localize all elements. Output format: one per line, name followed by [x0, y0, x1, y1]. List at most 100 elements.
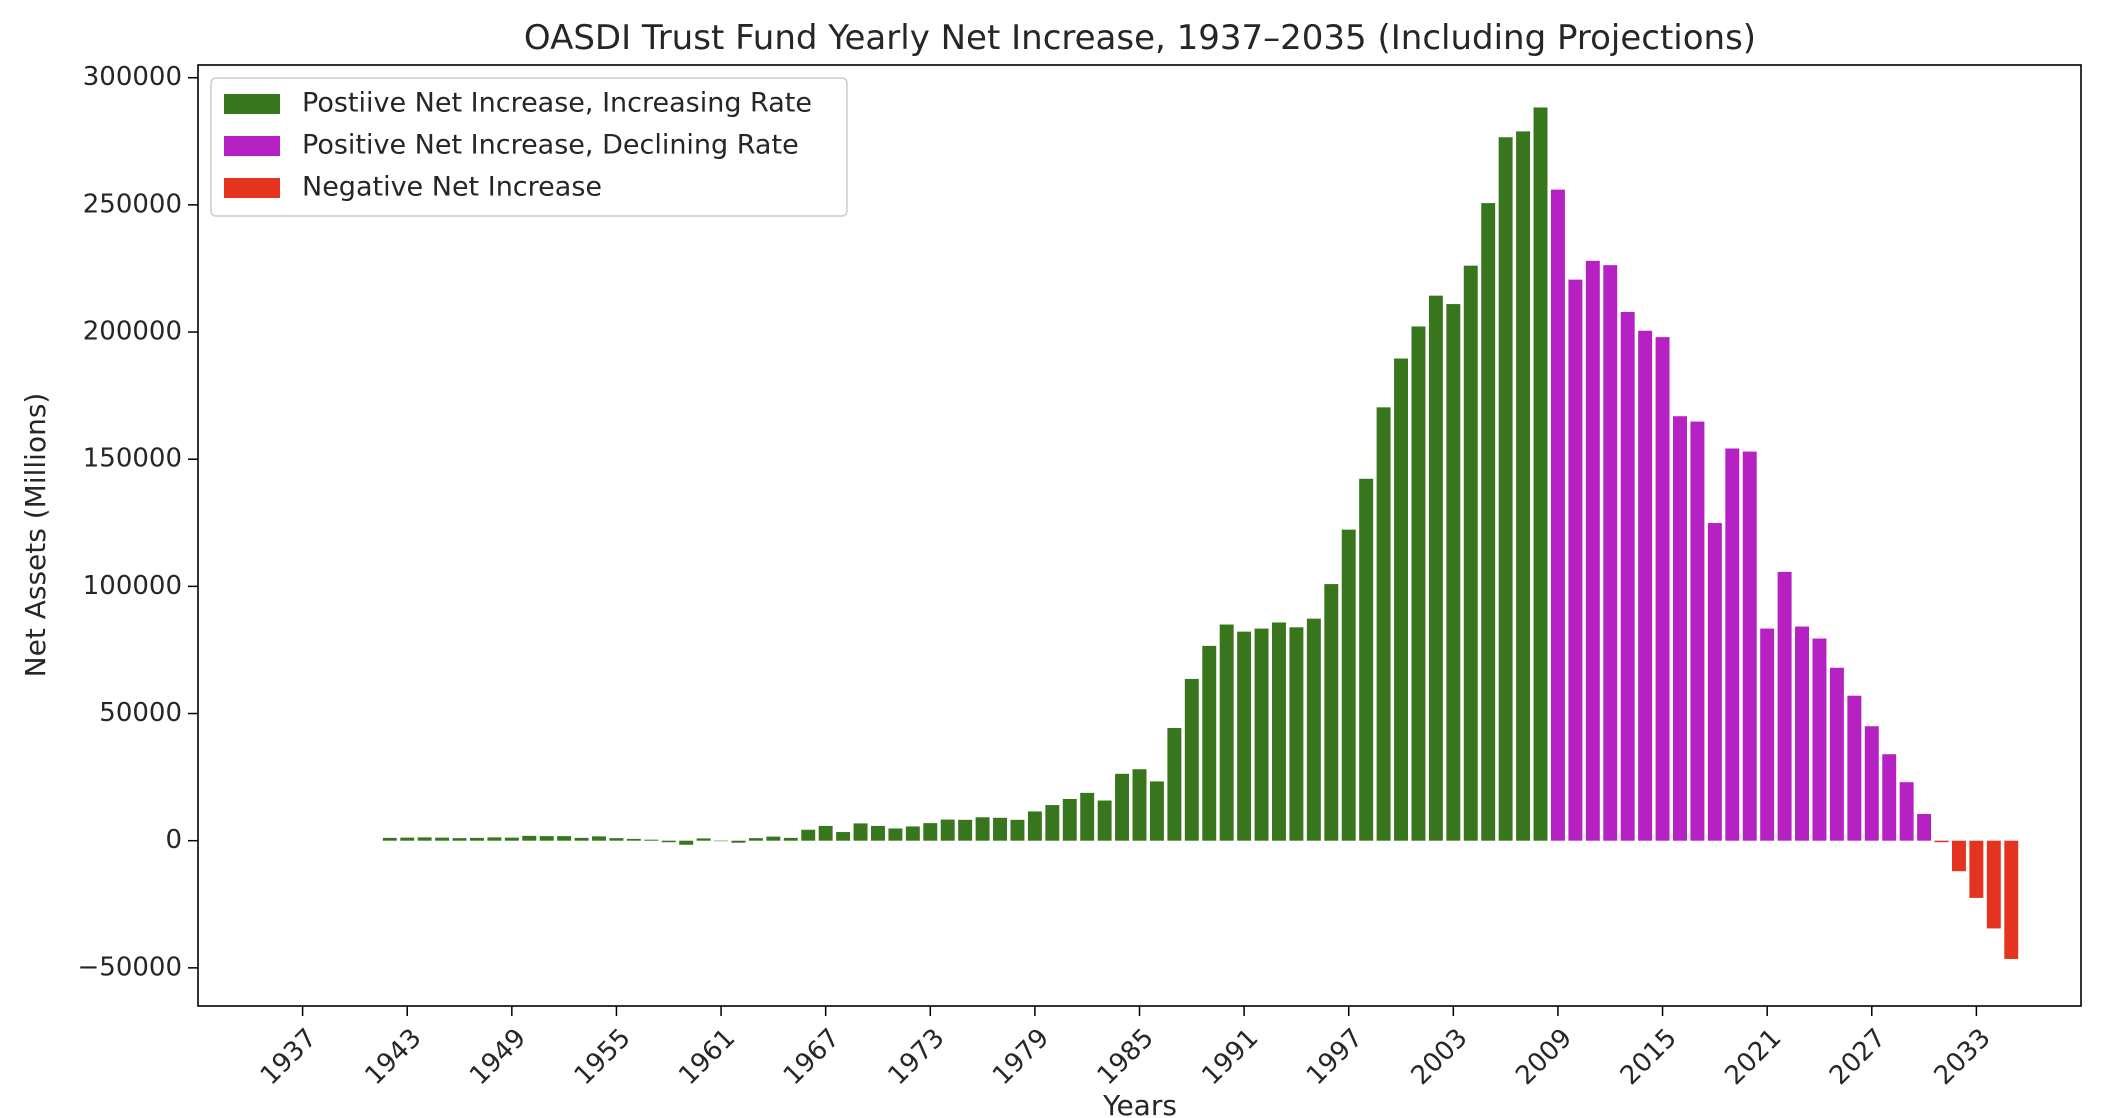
- bar-2006: [1498, 137, 1513, 841]
- bar-1965: [783, 837, 798, 841]
- x-tick-label-2009: 2009: [1510, 1023, 1578, 1091]
- bar-1944: [417, 837, 432, 841]
- bar-1971: [888, 828, 903, 841]
- bar-1960: [696, 838, 711, 841]
- legend: Postiive Net Increase, Increasing Rate Po…: [210, 77, 848, 217]
- bar-2028: [1882, 754, 1897, 841]
- bar-1946: [452, 838, 467, 841]
- bar-1969: [853, 823, 868, 841]
- bar-2007: [1516, 131, 1531, 841]
- legend-swatch-2: [224, 136, 280, 156]
- x-tick-label-1997: 1997: [1301, 1023, 1369, 1091]
- bar-1956: [626, 838, 641, 841]
- bar-1995: [1306, 618, 1321, 841]
- bar-1948: [487, 837, 502, 841]
- bar-1986: [1149, 781, 1164, 841]
- bar-2021: [1760, 628, 1775, 841]
- bar-1952: [557, 836, 572, 841]
- bar-2033: [1969, 840, 1984, 898]
- bar-1998: [1359, 478, 1374, 841]
- bar-1962: [731, 840, 746, 843]
- bar-1947: [469, 837, 484, 841]
- bar-1957: [644, 839, 659, 841]
- bar-2017: [1690, 421, 1705, 841]
- bar-1979: [1027, 811, 1042, 841]
- bar-2034: [1986, 840, 2001, 929]
- bar-2035: [2004, 840, 2019, 959]
- bar-1984: [1115, 773, 1130, 841]
- bar-1963: [748, 838, 763, 841]
- bar-1978: [1010, 819, 1025, 841]
- bar-1968: [836, 832, 851, 841]
- x-tick-label-1943: 1943: [359, 1023, 427, 1091]
- bar-2001: [1411, 326, 1426, 841]
- y-tick-label-100000: 100000: [83, 571, 182, 601]
- x-axis: 1937 1943 1949 1955 1961 1967 1973 1979 1985 1991…: [255, 1006, 1997, 1091]
- bar-2030: [1917, 813, 1932, 841]
- bar-1993: [1272, 622, 1286, 841]
- y-tick-label-50000: 50000: [99, 698, 182, 728]
- x-tick-label-1973: 1973: [883, 1023, 951, 1091]
- x-tick-label-2015: 2015: [1615, 1023, 1683, 1091]
- bar-1949: [504, 837, 519, 841]
- y-tick-label-200000: 200000: [83, 317, 182, 347]
- bar-1990: [1219, 624, 1234, 841]
- bar-1999: [1376, 407, 1391, 841]
- bar-2000: [1394, 358, 1408, 841]
- x-axis-label: Years: [1102, 1089, 1177, 1118]
- bar-2015: [1655, 337, 1670, 841]
- x-tick-label-1985: 1985: [1092, 1023, 1160, 1091]
- bar-2031: [1934, 840, 1949, 843]
- bar-1985: [1132, 769, 1147, 841]
- bar-2012: [1603, 265, 1618, 841]
- bar-2020: [1742, 451, 1757, 841]
- legend-swatch-1: [224, 94, 280, 114]
- x-tick-label-2021: 2021: [1719, 1023, 1787, 1091]
- bar-2023: [1795, 626, 1810, 841]
- bar-1982: [1080, 792, 1095, 841]
- x-tick-label-1955: 1955: [569, 1023, 637, 1091]
- y-tick-label-300000: 300000: [83, 62, 182, 92]
- bar-2008: [1533, 107, 1548, 841]
- y-tick-label-250000: 250000: [83, 189, 182, 219]
- bar-2002: [1428, 295, 1443, 841]
- bar-1943: [400, 837, 415, 841]
- bar-2003: [1446, 304, 1461, 841]
- bar-1973: [923, 823, 938, 841]
- bar-1977: [993, 817, 1007, 841]
- bar-1994: [1289, 627, 1304, 841]
- bar-2005: [1481, 203, 1496, 841]
- bar-1976: [975, 817, 990, 841]
- bar-2024: [1812, 638, 1827, 841]
- bar-2025: [1829, 667, 1844, 841]
- legend-label-1: Postiive Net Increase, Increasing Rate: [302, 88, 812, 119]
- bar-1959: [679, 840, 694, 845]
- bar-2018: [1707, 523, 1722, 841]
- bar-2011: [1585, 260, 1600, 841]
- x-tick-label-1979: 1979: [987, 1023, 1055, 1091]
- bar-1974: [940, 819, 955, 841]
- bar-1942: [382, 837, 397, 841]
- bar-1958: [661, 840, 676, 843]
- bars: [382, 107, 2019, 959]
- bar-1987: [1167, 728, 1182, 841]
- bar-2010: [1568, 279, 1583, 841]
- bar-2004: [1463, 265, 1478, 841]
- bar-1955: [609, 838, 624, 841]
- bar-1970: [871, 825, 885, 841]
- y-tick-label--50000: −50000: [78, 952, 183, 982]
- legend-swatch-3: [224, 178, 280, 198]
- bar-1954: [592, 836, 606, 841]
- bar-1980: [1045, 805, 1060, 841]
- legend-label-3: Negative Net Increase: [302, 172, 602, 203]
- y-tick-label-150000: 150000: [83, 444, 182, 474]
- bar-1988: [1184, 678, 1199, 841]
- bar-2014: [1638, 330, 1653, 841]
- bar-2029: [1899, 782, 1914, 841]
- x-tick-label-1967: 1967: [778, 1023, 846, 1091]
- x-tick-label-1961: 1961: [673, 1023, 741, 1091]
- y-axis-label: Net Assets (Millions): [19, 393, 52, 678]
- x-tick-label-2027: 2027: [1824, 1023, 1892, 1091]
- bar-1996: [1324, 584, 1339, 841]
